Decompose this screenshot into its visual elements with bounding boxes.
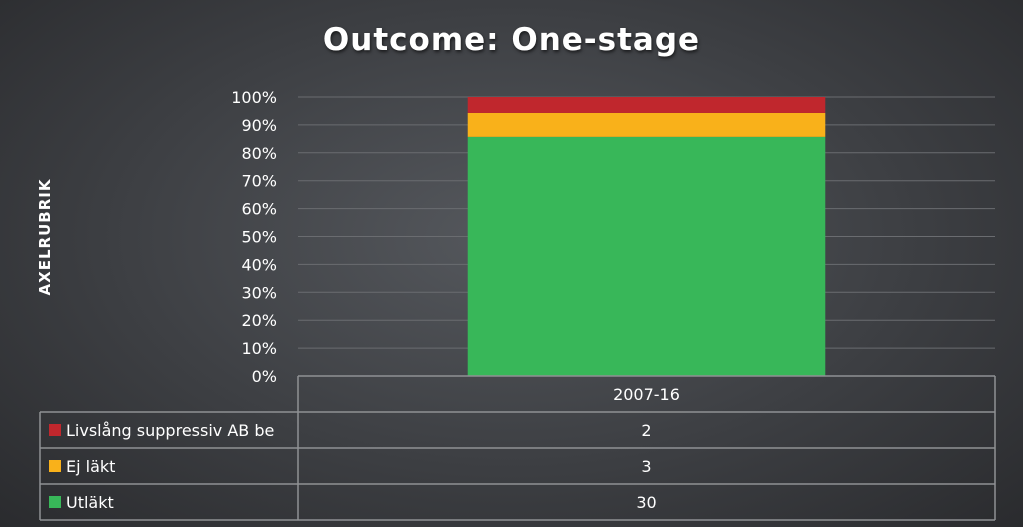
legend-key <box>49 496 61 508</box>
legend-label: Ej läkt <box>66 457 115 476</box>
legend-label: Livslång suppressiv AB be <box>66 421 274 440</box>
bar-segment-livsl-ng-suppressiv-ab-be <box>467 97 826 113</box>
y-tick-label: 100% <box>231 88 277 107</box>
x-category-label: 2007-16 <box>613 385 680 404</box>
bar-segment-utl-kt <box>467 136 826 376</box>
y-tick-label: 70% <box>241 172 277 191</box>
data-value-label: 30 <box>636 493 656 512</box>
bar-segment-ej-l-kt <box>467 112 826 137</box>
y-tick-label: 80% <box>241 144 277 163</box>
legend-key <box>49 460 61 472</box>
data-value-label: 3 <box>641 457 651 476</box>
y-tick-label: 60% <box>241 200 277 219</box>
y-tick-label: 50% <box>241 228 277 247</box>
y-tick-label: 90% <box>241 116 277 135</box>
legend-key <box>49 424 61 436</box>
y-tick-label: 20% <box>241 311 277 330</box>
y-tick-label: 40% <box>241 255 277 274</box>
legend-label: Utläkt <box>66 493 114 512</box>
data-value-label: 2 <box>641 421 651 440</box>
y-axis-title: AXELRUBRIK <box>36 178 54 295</box>
y-tick-label: 0% <box>252 367 277 386</box>
chart-title: Outcome: One-stage <box>322 22 701 58</box>
y-tick-label: 30% <box>241 283 277 302</box>
y-tick-label: 10% <box>241 339 277 358</box>
